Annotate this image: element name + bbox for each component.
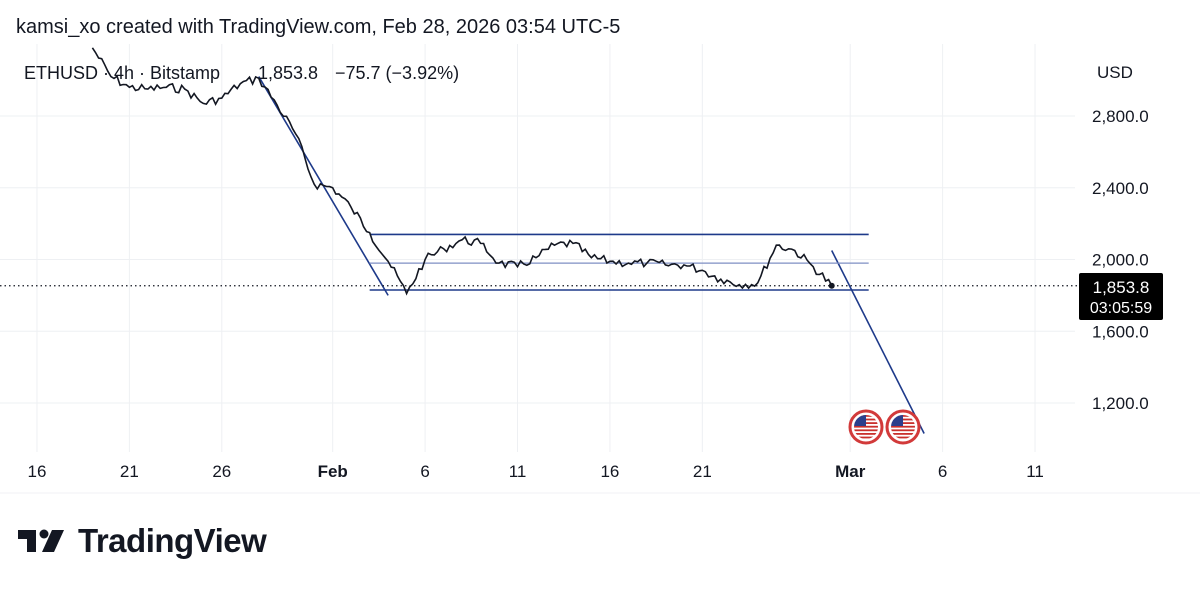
x-tick-label: 11 [509, 462, 527, 481]
y-tick-label: 1,200.0 [1092, 394, 1149, 413]
chart-container[interactable]: ETHUSD · 4h · Bitstamp 1,853.8 −75.7 (−3… [0, 0, 1200, 510]
flag-stripe [891, 425, 915, 428]
x-tick-label: 6 [938, 462, 947, 481]
x-tick-label: 21 [120, 462, 139, 481]
us-flag-event-icon[interactable] [848, 409, 884, 445]
legend-symbol: ETHUSD · 4h · Bitstamp [24, 63, 220, 83]
legend-last-price: 1,853.8 [258, 63, 318, 83]
flag-stripe [891, 436, 915, 439]
price-line [91, 47, 833, 296]
x-tick-label: 16 [600, 462, 619, 481]
x-tick-label: 21 [693, 462, 712, 481]
x-tick-label: 16 [28, 462, 47, 481]
x-tick-label: 11 [1026, 462, 1044, 481]
us-flag-event-icon[interactable] [885, 409, 921, 445]
y-tick-label: 2,800.0 [1092, 107, 1149, 126]
trend-annotations[interactable] [258, 76, 925, 434]
flag-stripe [854, 436, 878, 439]
tradingview-logo-text: TradingView [78, 522, 267, 559]
x-tick-label: Feb [318, 462, 348, 481]
flag-stripe [891, 429, 915, 432]
tradingview-logo-icon [18, 529, 64, 552]
x-axis[interactable]: 16 21 26 Feb 6 11 16 21 Mar 6 11 [28, 462, 1044, 481]
legend-change: −75.7 (−3.92%) [335, 63, 459, 83]
x-tick-label: 26 [212, 462, 231, 481]
chart-attribution: kamsi_xo created with TradingView.com, F… [16, 16, 621, 38]
price-chart[interactable]: ETHUSD · 4h · Bitstamp 1,853.8 −75.7 (−3… [0, 0, 1200, 510]
symbol-legend: ETHUSD · 4h · Bitstamp 1,853.8 −75.7 (−3… [24, 63, 459, 83]
x-tick-label: 6 [420, 462, 429, 481]
last-price-dot [828, 282, 835, 289]
flag-stripe [854, 429, 878, 432]
event-flag [891, 415, 915, 439]
flag-stripe [854, 425, 878, 428]
chart-grid [0, 44, 1200, 494]
y-tick-label: 2,000.0 [1092, 251, 1149, 270]
currency-label[interactable]: USD [1097, 63, 1133, 82]
y-axis[interactable]: 2,800.0 2,400.0 2,000.0 1,600.0 1,200.0 [1092, 107, 1149, 413]
trend-line [831, 250, 925, 434]
flag-stripe [854, 433, 878, 435]
flag-stripe [891, 433, 915, 435]
price-tag-countdown: 03:05:59 [1090, 300, 1152, 317]
price-tag-value: 1,853.8 [1093, 278, 1150, 297]
event-markers[interactable] [848, 409, 921, 445]
event-flag [854, 415, 878, 439]
x-tick-label: Mar [835, 462, 866, 481]
price-tag: 1,853.8 03:05:59 [1079, 273, 1163, 320]
flag-canton [854, 415, 866, 426]
flag-canton [891, 415, 903, 426]
y-tick-label: 1,600.0 [1092, 322, 1149, 341]
price-tag-background [1079, 273, 1163, 320]
y-tick-label: 2,400.0 [1092, 179, 1149, 198]
tradingview-logo: TradingView [18, 522, 267, 560]
